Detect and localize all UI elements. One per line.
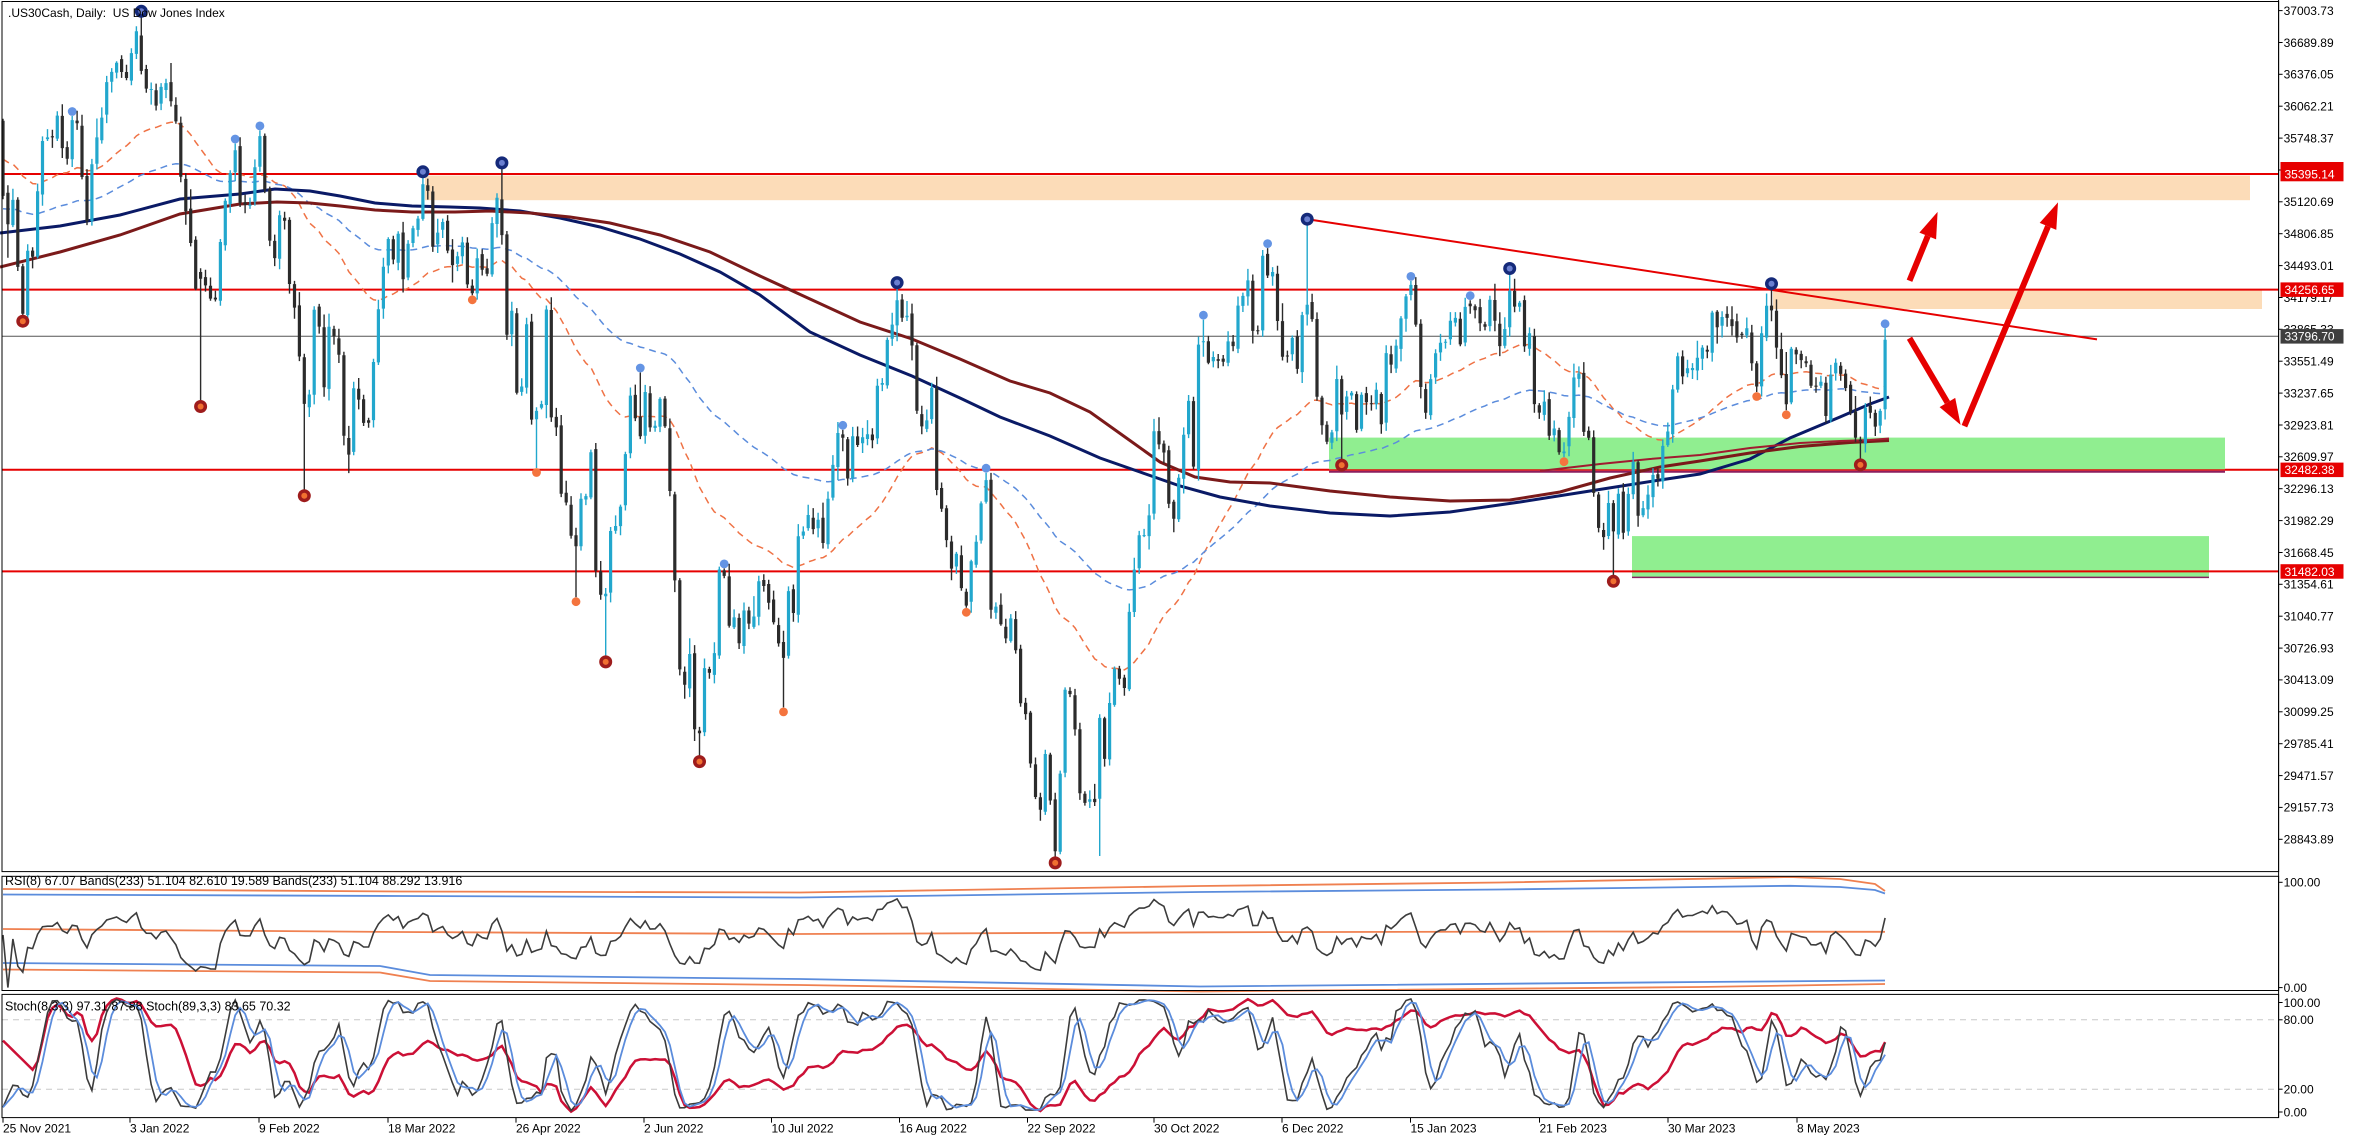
svg-text:30726.93: 30726.93	[2284, 641, 2334, 655]
svg-text:37003.73: 37003.73	[2284, 4, 2334, 18]
svg-text:0.00: 0.00	[2284, 1105, 2308, 1119]
svg-text:35120.69: 35120.69	[2284, 195, 2334, 209]
svg-text:29471.57: 29471.57	[2284, 769, 2334, 783]
svg-text:34806.85: 34806.85	[2284, 227, 2334, 241]
svg-text:28843.89: 28843.89	[2284, 833, 2334, 847]
svg-text:0.00: 0.00	[2284, 981, 2308, 995]
svg-text:30 Oct 2022: 30 Oct 2022	[1154, 1122, 1220, 1136]
svg-text:RSI(8) 67.07 Bands(233) 51.104: RSI(8) 67.07 Bands(233) 51.104 82.610 19…	[5, 874, 462, 888]
svg-text:30413.09: 30413.09	[2284, 673, 2334, 687]
svg-text:35395.14: 35395.14	[2285, 167, 2335, 181]
svg-text:25 Nov 2021: 25 Nov 2021	[3, 1122, 71, 1136]
svg-text:15 Jan 2023: 15 Jan 2023	[1411, 1122, 1477, 1136]
svg-text:18 Mar 2022: 18 Mar 2022	[388, 1122, 456, 1136]
svg-text:31482.03: 31482.03	[2285, 565, 2335, 579]
svg-text:33237.65: 33237.65	[2284, 386, 2334, 400]
svg-text:21 Feb 2023: 21 Feb 2023	[1540, 1122, 1608, 1136]
svg-text:8 May 2023: 8 May 2023	[1797, 1122, 1860, 1136]
svg-text:20.00: 20.00	[2284, 1083, 2314, 1097]
svg-text:100.00: 100.00	[2284, 996, 2321, 1010]
svg-text:29157.73: 29157.73	[2284, 801, 2334, 815]
svg-text:34493.01: 34493.01	[2284, 259, 2334, 273]
svg-text:9 Feb 2022: 9 Feb 2022	[259, 1122, 320, 1136]
svg-text:32609.97: 32609.97	[2284, 450, 2334, 464]
svg-text:31668.45: 31668.45	[2284, 546, 2334, 560]
svg-text:3 Jan 2022: 3 Jan 2022	[130, 1122, 190, 1136]
svg-text:6 Dec 2022: 6 Dec 2022	[1282, 1122, 1344, 1136]
svg-text:100.00: 100.00	[2284, 876, 2321, 890]
svg-text:22 Sep 2022: 22 Sep 2022	[1028, 1122, 1096, 1136]
svg-text:36062.21: 36062.21	[2284, 100, 2334, 114]
svg-text:32923.81: 32923.81	[2284, 418, 2334, 432]
svg-text:34256.65: 34256.65	[2285, 283, 2335, 297]
svg-text:10 Jul 2022: 10 Jul 2022	[772, 1122, 834, 1136]
svg-text:80.00: 80.00	[2284, 1013, 2314, 1027]
svg-text:31040.77: 31040.77	[2284, 610, 2334, 624]
svg-text:.US30Cash, Daily: US Dow Jone: .US30Cash, Daily: US Dow Jones Index	[8, 6, 225, 20]
svg-text:16 Aug 2022: 16 Aug 2022	[900, 1122, 968, 1136]
svg-text:31354.61: 31354.61	[2284, 578, 2334, 592]
svg-text:36689.89: 36689.89	[2284, 36, 2334, 50]
svg-text:31982.29: 31982.29	[2284, 514, 2334, 528]
svg-text:33551.49: 33551.49	[2284, 355, 2334, 369]
svg-text:32296.13: 32296.13	[2284, 482, 2334, 496]
svg-text:Stoch(8,3,3) 97.31 87.88 Stoch: Stoch(8,3,3) 97.31 87.88 Stoch(89,3,3) 8…	[5, 1000, 291, 1014]
svg-text:2 Jun 2022: 2 Jun 2022	[644, 1122, 704, 1136]
svg-text:35748.37: 35748.37	[2284, 131, 2334, 145]
svg-text:30099.25: 30099.25	[2284, 705, 2334, 719]
svg-text:36376.05: 36376.05	[2284, 68, 2334, 82]
svg-text:33796.70: 33796.70	[2285, 330, 2335, 344]
svg-text:29785.41: 29785.41	[2284, 737, 2334, 751]
svg-text:30 Mar 2023: 30 Mar 2023	[1668, 1122, 1736, 1136]
svg-text:26 Apr 2022: 26 Apr 2022	[516, 1122, 581, 1136]
svg-text:32482.38: 32482.38	[2285, 463, 2335, 477]
